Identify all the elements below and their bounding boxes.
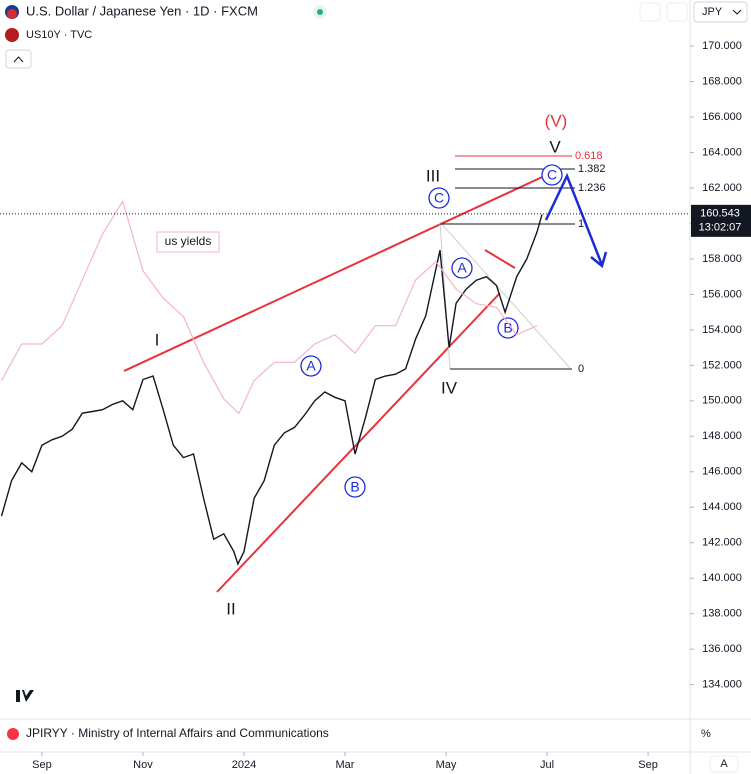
wave-circle-label: B bbox=[350, 479, 359, 495]
overlay-label-box bbox=[156, 231, 220, 253]
y-tick-label: 148.000 bbox=[702, 430, 742, 442]
y-tick-label: 140.000 bbox=[702, 572, 742, 584]
wave-label: (V) bbox=[545, 111, 568, 130]
wave-circle bbox=[497, 317, 519, 339]
y-tick-label: 154.000 bbox=[702, 324, 742, 336]
x-tick-label: Sep bbox=[638, 759, 658, 771]
auto-scale-button[interactable] bbox=[709, 755, 739, 773]
overlay-title: US10Y · TVC bbox=[26, 29, 92, 41]
wave-label: IV bbox=[441, 378, 458, 397]
wave-label: I bbox=[155, 330, 160, 349]
fib-label: 1.382 bbox=[578, 163, 606, 175]
overlay-line bbox=[0, 199, 538, 415]
x-tick-label: May bbox=[436, 759, 457, 771]
x-tick-label: 2024 bbox=[232, 759, 256, 771]
collapse-button[interactable] bbox=[5, 49, 32, 69]
trendline bbox=[123, 171, 554, 372]
fib-label: 0 bbox=[578, 363, 584, 375]
fib-label: 0.618 bbox=[575, 150, 603, 162]
auto-scale-label: A bbox=[720, 758, 728, 770]
last-price-label: 160.543 bbox=[700, 208, 740, 220]
toolbar-button[interactable] bbox=[666, 2, 688, 22]
fib-label: 1 bbox=[578, 218, 584, 230]
trendline bbox=[484, 249, 516, 269]
wave-label: II bbox=[226, 599, 235, 618]
y-tick-label: 158.000 bbox=[702, 253, 742, 265]
scale-unit: % bbox=[701, 728, 711, 740]
price-line bbox=[0, 214, 543, 566]
countdown-label: 13:02:07 bbox=[699, 222, 742, 234]
collapse-icon bbox=[13, 56, 24, 63]
projection-arrow bbox=[544, 172, 604, 266]
wave-circle-label: B bbox=[503, 320, 512, 336]
wave-circle-label: C bbox=[547, 167, 557, 183]
y-tick-label: 166.000 bbox=[702, 111, 742, 123]
indicator-title: JPIRYY · Ministry of Internal Affairs an… bbox=[26, 726, 329, 740]
y-tick-label: 170.000 bbox=[702, 40, 742, 52]
y-tick-label: 156.000 bbox=[702, 288, 742, 300]
toolbar-button[interactable] bbox=[639, 2, 661, 22]
y-tick-label: 142.000 bbox=[702, 537, 742, 549]
y-tick-label: 152.000 bbox=[702, 359, 742, 371]
logo bbox=[8, 690, 34, 702]
y-tick-label: 164.000 bbox=[702, 146, 742, 158]
wave-label: III bbox=[426, 166, 440, 185]
wave-circle-label: A bbox=[457, 260, 467, 276]
symbol-title: U.S. Dollar / Japanese Yen · 1D · FXCM bbox=[26, 3, 258, 18]
overlay-icon bbox=[5, 28, 19, 42]
dropdown-icon bbox=[732, 9, 742, 15]
y-tick-label: 138.000 bbox=[702, 608, 742, 620]
x-tick-label: Nov bbox=[133, 759, 153, 771]
wave-label: V bbox=[549, 137, 561, 156]
wave-circle bbox=[300, 355, 322, 377]
y-tick-label: 150.000 bbox=[702, 395, 742, 407]
overlay-label: us yields bbox=[165, 234, 212, 248]
wave-circle bbox=[541, 164, 563, 186]
wave-circle bbox=[428, 187, 450, 209]
currency-button[interactable] bbox=[693, 1, 748, 23]
last-price-box bbox=[691, 204, 751, 237]
wave-circle-label: C bbox=[434, 190, 444, 206]
y-tick-label: 136.000 bbox=[702, 643, 742, 655]
y-tick-label: 162.000 bbox=[702, 182, 742, 194]
x-tick-label: Jul bbox=[540, 759, 554, 771]
status-dot bbox=[317, 9, 323, 15]
x-tick-label: Sep bbox=[32, 759, 52, 771]
y-tick-label: 146.000 bbox=[702, 466, 742, 478]
y-tick-label: 144.000 bbox=[702, 501, 742, 513]
y-tick-label: 134.000 bbox=[702, 679, 742, 691]
y-tick-label: 168.000 bbox=[702, 75, 742, 87]
symbol-icon bbox=[7, 9, 17, 19]
currency-label: JPY bbox=[702, 6, 723, 18]
wave-circle bbox=[451, 257, 473, 279]
fib-label: 1.236 bbox=[578, 182, 606, 194]
arrow-head bbox=[590, 251, 608, 269]
x-tick-label: Mar bbox=[336, 759, 355, 771]
fib-diagonal bbox=[439, 221, 571, 369]
indicator-icon bbox=[7, 728, 19, 740]
wave-circle-label: A bbox=[306, 358, 316, 374]
wave-circle bbox=[344, 476, 366, 498]
